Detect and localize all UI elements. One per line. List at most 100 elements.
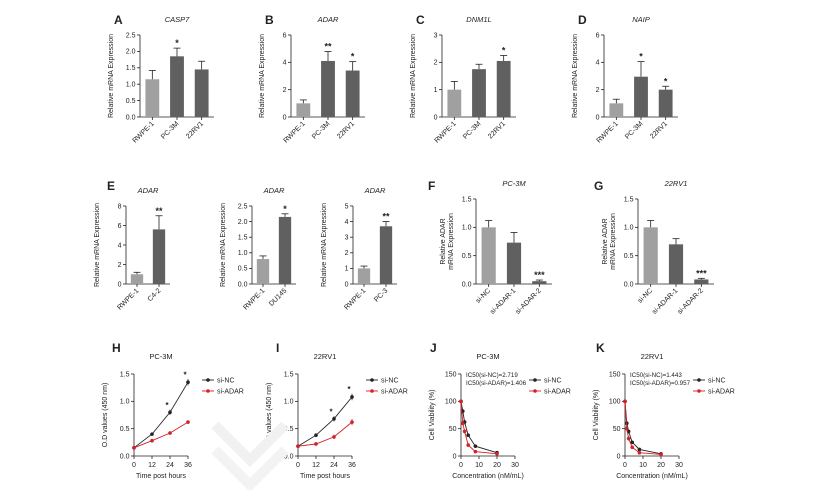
x-tick-label: 30 [511, 462, 519, 469]
x-tick-label: 0 [296, 462, 300, 469]
significance-marker: * [165, 401, 169, 410]
x-tick-label: 0 [459, 462, 463, 469]
bar [278, 216, 292, 284]
y-axis-label: Relative mRNA Expression [572, 34, 579, 118]
y-tick-label: 4 [345, 219, 349, 226]
bar [643, 227, 658, 284]
series-line [624, 401, 662, 455]
data-point [659, 452, 663, 457]
data-point [630, 440, 634, 445]
y-tick-label: 2 [434, 60, 438, 67]
data-point [296, 444, 300, 448]
y-tick-label: 1 [434, 87, 438, 94]
y-tick-label: 0 [283, 114, 287, 121]
y-tick-label: 1.0 [462, 225, 472, 232]
y-tick-label: 5 [345, 203, 349, 210]
chart-panel-A: 0.0 0.5 1.0 1.5 2.0 2.5 Relative mRNA Expressi… [108, 13, 214, 145]
y-axis-label: Cell Viability (%) [593, 390, 600, 441]
y-tick-label: 2 [283, 87, 287, 94]
y-tick-label: 1.0 [126, 82, 136, 89]
series-line [133, 381, 189, 449]
x-tick-label: 0 [132, 462, 136, 469]
bar [357, 268, 371, 284]
x-tick-label: 24 [166, 462, 174, 469]
ic50-annotation: IC50(si-NC)=1.443 [630, 372, 682, 379]
chart-panel-E2: 0.0 0.5 1.0 1.5 2.0 2.5 Relative mRNA Expressi… [220, 186, 296, 312]
y-tick-label: 100 [609, 399, 621, 406]
x-tick-label: 22RV1 [336, 120, 356, 140]
legend-label: si-NC [217, 377, 235, 384]
significance-marker: * [183, 370, 187, 379]
y-tick-label: 4 [118, 242, 122, 249]
series-line [460, 401, 498, 455]
x-tick-label: 20 [493, 462, 501, 469]
data-point [637, 450, 642, 455]
bar [345, 70, 360, 117]
y-tick-label: 50 [613, 426, 621, 433]
data-point [332, 417, 336, 421]
y-tick-label: 1.5 [126, 65, 136, 72]
legend-marker [206, 389, 210, 393]
x-tick-label: 24 [330, 462, 338, 469]
x-tick-label: RWPE-1 [116, 287, 140, 311]
legend-marker [206, 378, 210, 382]
data-point [332, 435, 336, 439]
bar [506, 242, 522, 284]
y-tick-label: 0.5 [462, 253, 472, 260]
y-tick-label: 2.5 [238, 203, 248, 210]
x-tick-label: 22RV1 [649, 120, 669, 140]
significance-marker: * [502, 46, 506, 56]
significance-marker: * [639, 52, 643, 62]
chart-panel-E1: 0 2 4 6 8 Relative mRNA Expression RWPE-1 ** C4-… [94, 179, 170, 312]
y-tick-label: 0.5 [238, 266, 248, 273]
x-axis-label: Time post hours [136, 473, 186, 480]
series-line [133, 421, 189, 449]
y-tick-label: 1.0 [238, 250, 248, 257]
panel-title: PC-3M [502, 179, 526, 188]
legend-label: si-NC [708, 377, 726, 384]
y-tick-label: 6 [596, 32, 600, 39]
series-line [460, 401, 498, 454]
bar [321, 60, 335, 117]
legend-label: si-NC [381, 377, 399, 384]
bar [194, 69, 209, 117]
panel-title: 22RV1 [664, 179, 688, 188]
panel-letter: C [416, 13, 425, 27]
chart-panel-I: 0.0 0.5 1.0 1.5 O.D values (450 nm) 0 12 24 36 Ti… [266, 341, 408, 480]
x-tick-label: si-ADAR-1 [489, 287, 517, 315]
data-point [186, 380, 190, 385]
data-point [623, 399, 627, 404]
data-point [314, 433, 318, 438]
legend-label: si-ADAR [708, 388, 735, 395]
chart-panel-E3: 0 1 2 3 4 5 Relative mRNA Expression RWPE-1 ** PC… [321, 186, 397, 312]
y-axis-label: Relative mRNA Expression [220, 203, 227, 287]
y-axis-label: O.D values (450 nm) [266, 383, 273, 448]
bar [609, 103, 624, 117]
x-tick-label: 10 [475, 462, 483, 469]
x-tick-label: DU145 [268, 287, 288, 307]
y-tick-label: 2.0 [238, 219, 248, 226]
y-tick-label: 8 [118, 203, 122, 210]
panel-letter: G [594, 179, 603, 193]
x-tick-label: si-ADAR-2 [676, 287, 704, 315]
panel-title: 22RV1 [314, 352, 337, 361]
panel-title: DNM1L [466, 15, 491, 24]
x-tick-label: 12 [148, 462, 156, 469]
significance-marker: * [664, 76, 668, 86]
panel-title: CASP7 [165, 15, 190, 24]
y-tick-label: 0 [118, 281, 122, 288]
x-tick-label: C4-2 [147, 287, 163, 303]
significance-marker: * [283, 204, 287, 214]
data-point [168, 410, 172, 415]
bar [481, 227, 496, 284]
y-tick-label: 1.5 [238, 235, 248, 242]
x-axis-label: Concentration (nM/mL) [452, 473, 524, 480]
ic50-annotation: IC50(si-ADAR)=0.957 [630, 380, 691, 387]
y-axis-label: Relative mRNA Expression [259, 34, 266, 118]
y-tick-label: 4 [283, 60, 287, 67]
x-tick-label: RWPE-1 [242, 287, 266, 311]
y-tick-label: 0 [345, 281, 349, 288]
legend-marker [533, 389, 537, 393]
y-axis-label: Cell Viability (%) [429, 390, 436, 441]
bar [496, 60, 511, 117]
